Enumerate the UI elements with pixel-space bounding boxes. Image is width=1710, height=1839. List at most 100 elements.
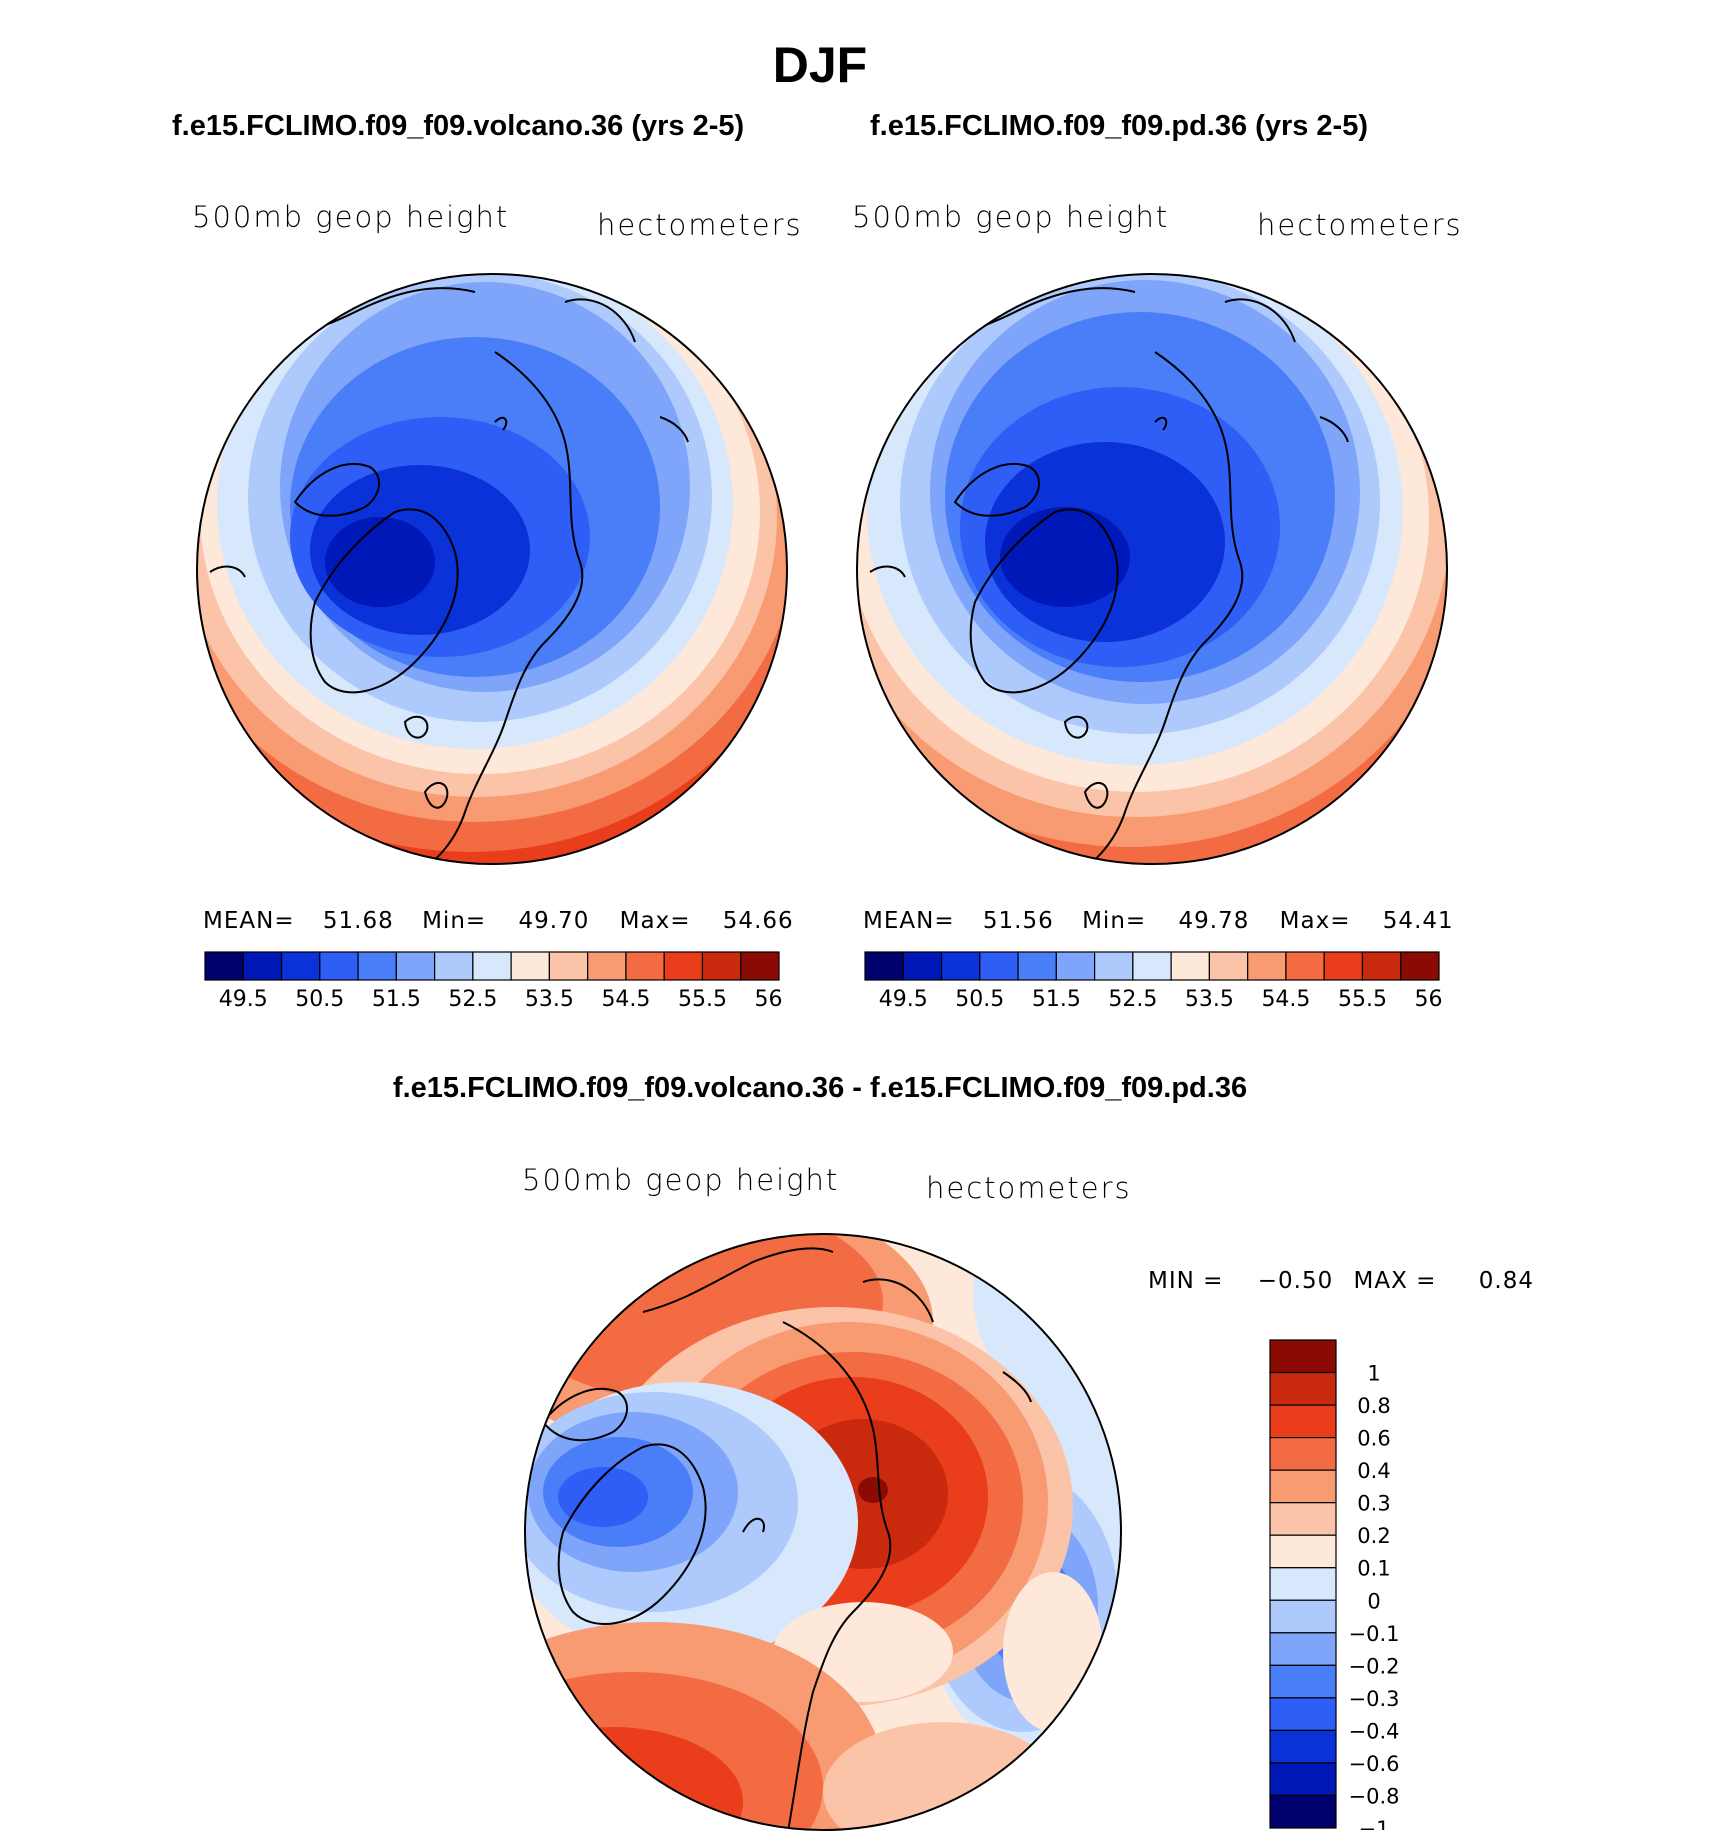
diff-colorbar-label: 0.1	[1357, 1557, 1390, 1581]
colorbar-swatch	[204, 951, 244, 981]
colorbar-swatch	[548, 951, 589, 981]
diff-units-label: hectometers	[926, 1171, 1132, 1205]
panel-1-units-label: hectometers	[597, 208, 803, 242]
diff-colorbar-label: 0.8	[1357, 1394, 1390, 1418]
contour-band	[858, 1477, 888, 1503]
colorbar-tick-label: 49.5	[219, 987, 268, 1012]
panel-1-stats: MEAN= 51.68 Min= 49.70 Max= 54.66	[203, 908, 794, 934]
diff-colorbar-label: 0.3	[1357, 1492, 1390, 1516]
colorbar-tick-label: 50.5	[955, 987, 1004, 1012]
colorbar-swatch	[1170, 951, 1210, 981]
colorbar-swatch	[395, 951, 436, 981]
map-border	[524, 1233, 1122, 1831]
panel-1-min-label: Min=	[422, 908, 487, 934]
contour-band	[558, 1467, 648, 1527]
panel-2-title: f.e15.FCLIMO.f09_f09.pd.36 (yrs 2-5)	[870, 110, 1368, 142]
panel-2-min-value: 49.78	[1178, 908, 1250, 934]
panel-1-polar-map	[196, 273, 788, 865]
colorbar-tick-label: 53.5	[1185, 987, 1234, 1012]
coastlines	[209, 287, 689, 864]
colorbar-swatch	[472, 951, 512, 981]
diff-colorbar-label: −0.1	[1349, 1622, 1400, 1646]
diff-colorbar-label: 0	[1367, 1589, 1380, 1613]
map-border	[196, 273, 788, 865]
colorbar-swatch	[1247, 951, 1287, 981]
colorbar-swatch	[1361, 951, 1402, 981]
colorbar-swatch	[357, 951, 397, 981]
colorbar-swatch	[902, 951, 943, 981]
colorbar-swatch	[1285, 951, 1325, 981]
colorbar-tick-label: 51.5	[1032, 987, 1081, 1012]
colorbar-tick-label: 52.5	[448, 987, 497, 1012]
colorbar-swatch	[740, 951, 780, 981]
diff-min-label: MIN =	[1148, 1268, 1224, 1294]
panel-2-min-label: Min=	[1082, 908, 1147, 934]
colorbar-swatch	[1323, 951, 1364, 981]
diff-colorbar-swatch	[1269, 1697, 1337, 1732]
diff-colorbar-label: 0.4	[1357, 1459, 1390, 1483]
colorbar-tick-label: 55.5	[678, 987, 727, 1012]
panel-2-mean-label: MEAN=	[863, 908, 955, 934]
panel-1-title: f.e15.FCLIMO.f09_f09.volcano.36 (yrs 2-5…	[172, 110, 745, 142]
colorbar-swatch	[940, 951, 981, 981]
contour-band	[548, 1797, 638, 1830]
diff-colorbar-swatch	[1269, 1436, 1337, 1471]
colorbar-tick-label: 51.5	[372, 987, 421, 1012]
panel-1-max-value: 54.66	[722, 908, 794, 934]
panel-1-max-label: Max=	[619, 908, 691, 934]
colorbar-tick-label: 54.5	[1261, 987, 1310, 1012]
colorbar-swatch	[587, 951, 627, 981]
diff-colorbar-label: 1	[1367, 1362, 1380, 1386]
colorbar-tick-label: 52.5	[1108, 987, 1157, 1012]
diff-colorbar-swatch	[1269, 1502, 1337, 1536]
colorbar-swatch	[1132, 951, 1172, 981]
diff-max-value: 0.84	[1478, 1268, 1534, 1294]
panel-2-max-value: 54.41	[1382, 908, 1454, 934]
colorbar-tick-label: 56.5	[1415, 987, 1444, 1012]
colorbar-swatch	[434, 951, 474, 981]
contour-band	[1003, 1572, 1103, 1732]
diff-colorbar-label: −1	[1359, 1817, 1390, 1830]
contour-band	[1000, 507, 1130, 607]
diff-title: f.e15.FCLIMO.f09_f09.volcano.36 - f.e15.…	[392, 1072, 1248, 1104]
colorbar-tick-label: 56.5	[755, 987, 784, 1012]
colorbar-swatch	[625, 951, 665, 981]
colorbar-tick-label: 54.5	[601, 987, 650, 1012]
colorbar-swatch	[701, 951, 742, 981]
diff-colorbar-label: −0.3	[1349, 1687, 1400, 1711]
colorbar-swatch	[1208, 951, 1249, 981]
colorbar-swatch	[280, 951, 321, 981]
panel-1-mean-label: MEAN=	[203, 908, 295, 934]
panel-1-colorbar: 49.5 50.5 51.5 52.5 53.5 54.5 55.5 56.5	[204, 951, 784, 1012]
diff-variable-label: 500mb geop height	[522, 1163, 840, 1197]
panel-1-mean-value: 51.68	[322, 908, 394, 934]
colorbar-swatch	[1094, 951, 1134, 981]
colorbar-tick-label: 50.5	[295, 987, 344, 1012]
colorbar-swatch	[319, 951, 359, 981]
colorbar-swatch	[1400, 951, 1440, 981]
colorbar-swatch	[663, 951, 704, 981]
diff-colorbar-swatch	[1269, 1339, 1337, 1374]
colorbar-swatch	[510, 951, 550, 981]
diff-max-label: MAX =	[1353, 1268, 1437, 1294]
panel-2-units-label: hectometers	[1257, 208, 1463, 242]
diff-colorbar-swatch	[1269, 1729, 1337, 1764]
panel-2-colorbar: 49.5 50.5 51.5 52.5 53.5 54.5 55.5 56.5	[864, 951, 1444, 1012]
diff-colorbar-label: −0.8	[1349, 1784, 1400, 1808]
colorbar-tick-label: 55.5	[1338, 987, 1387, 1012]
diff-colorbar-swatch	[1269, 1632, 1337, 1666]
colorbar-swatch	[242, 951, 283, 981]
diff-colorbar-swatch	[1269, 1404, 1337, 1439]
panel-1-min-value: 49.70	[518, 908, 590, 934]
diff-colorbar-label: −0.2	[1349, 1654, 1400, 1678]
diff-colorbar-label: −0.4	[1349, 1719, 1400, 1743]
colorbar-tick-label: 49.5	[879, 987, 928, 1012]
diff-colorbar-swatch	[1269, 1762, 1337, 1797]
diff-colorbar: 1 0.8 0.6 0.4 0.3 0.2 0.1 0 −0.1 −0.2 −0.3 −0.4 −0.6…	[1269, 1339, 1400, 1830]
diff-polar-map	[524, 1233, 1122, 1831]
main-title: DJF	[772, 37, 868, 93]
diff-colorbar-swatch	[1269, 1664, 1337, 1699]
diff-min-value: −0.50	[1257, 1268, 1334, 1294]
panel-2-polar-map	[856, 273, 1448, 865]
colorbar-tick-label: 53.5	[525, 987, 574, 1012]
